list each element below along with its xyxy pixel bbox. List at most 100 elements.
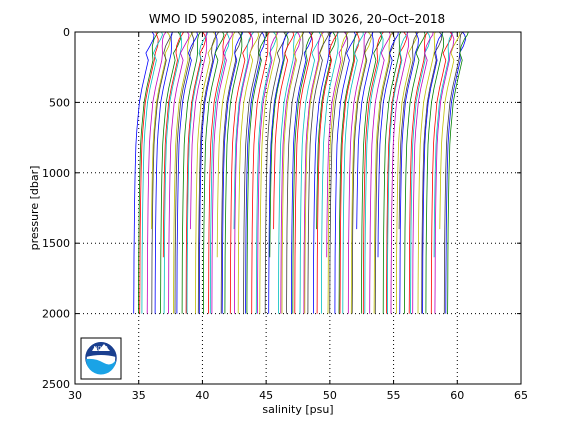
profile-line xyxy=(280,31,301,314)
profile-line xyxy=(390,31,409,314)
profile-line xyxy=(133,31,155,314)
profile-line xyxy=(216,31,236,258)
profile-line xyxy=(417,31,436,314)
profile-line xyxy=(425,31,445,314)
profile-line xyxy=(237,31,260,314)
x-tick-label: 30 xyxy=(68,389,82,402)
svg-text:NOAA: NOAA xyxy=(94,346,109,352)
profile-line xyxy=(273,31,295,230)
profile-line xyxy=(433,31,454,258)
profile-line xyxy=(195,31,216,314)
y-tick-label: 500 xyxy=(49,96,70,109)
profile-line xyxy=(151,31,171,230)
profile-line xyxy=(264,31,286,314)
profile-line xyxy=(233,31,254,314)
profile-line xyxy=(338,31,359,314)
profile-line xyxy=(329,31,349,314)
profile-line xyxy=(176,31,198,314)
profile-line xyxy=(141,31,163,314)
profile-line xyxy=(281,31,303,314)
profile-line xyxy=(168,31,190,314)
profile-line xyxy=(364,31,384,314)
profile-line xyxy=(307,31,329,314)
profile-line xyxy=(181,31,201,314)
profile-line xyxy=(342,31,364,314)
profile-line xyxy=(292,31,314,314)
profile-line xyxy=(162,31,184,258)
y-tick-label: 2500 xyxy=(42,378,70,391)
profile-line xyxy=(360,31,383,314)
noaa-logo: NOAA xyxy=(80,337,122,380)
profile-line xyxy=(174,31,195,314)
profile-line xyxy=(197,31,220,314)
x-tick-label: 40 xyxy=(195,389,209,402)
x-tick-label: 45 xyxy=(259,389,273,402)
profile-line xyxy=(138,31,159,314)
profile-line xyxy=(208,31,229,314)
profile-line xyxy=(350,31,372,314)
profile-line xyxy=(286,31,305,314)
profile-line xyxy=(447,31,469,314)
profile-line xyxy=(221,31,244,314)
profile-line xyxy=(299,31,322,314)
profile-line xyxy=(246,31,268,314)
profile-line xyxy=(316,31,339,314)
profile-line xyxy=(404,31,426,314)
profile-line xyxy=(224,31,243,314)
profile-line xyxy=(245,31,266,314)
profile-line xyxy=(233,31,255,230)
profile-line xyxy=(373,31,394,314)
profile-line xyxy=(356,31,374,230)
profile-line xyxy=(185,31,207,314)
profile-line xyxy=(243,31,263,314)
profile-line xyxy=(220,31,242,314)
profile-line xyxy=(386,31,407,314)
profile-line xyxy=(154,31,173,314)
y-tick-label: 0 xyxy=(63,26,70,39)
x-tick-label: 50 xyxy=(323,389,337,402)
profile-line xyxy=(173,31,194,314)
profile-line xyxy=(257,31,279,314)
profile-line xyxy=(327,31,349,314)
profile-line xyxy=(374,31,396,314)
profile-line xyxy=(303,31,324,314)
profile-line xyxy=(294,32,313,314)
profile-line xyxy=(269,31,289,258)
x-tick-label: 55 xyxy=(387,389,401,402)
profile-line xyxy=(386,31,409,314)
profile-line xyxy=(320,31,339,314)
y-tick-label: 1500 xyxy=(42,237,70,250)
profile-line xyxy=(326,31,347,258)
profile-line xyxy=(198,31,218,314)
profile-line xyxy=(278,31,298,314)
profile-line xyxy=(351,31,374,314)
plot-area-frame xyxy=(74,31,522,385)
profile-line xyxy=(408,31,429,314)
profile-line xyxy=(347,31,367,314)
profile-line xyxy=(334,31,356,314)
profile-line xyxy=(146,31,167,314)
x-tick-label: 60 xyxy=(450,389,464,402)
profile-line xyxy=(186,31,208,314)
y-axis-label: pressure [dbar] xyxy=(28,166,41,251)
profile-line xyxy=(399,31,419,314)
profile-line xyxy=(255,31,277,314)
profile-line xyxy=(430,31,453,314)
x-tick-label: 35 xyxy=(132,389,146,402)
profile-line xyxy=(434,31,455,314)
profile-line xyxy=(151,31,173,314)
profile-line xyxy=(209,31,230,314)
profile-line xyxy=(445,31,467,314)
profile-line xyxy=(316,31,337,230)
axis-ticks: 30 35 40 45 50 55 60 65 0 500 1000 1500 2000 2500 xyxy=(42,26,528,402)
profile-line xyxy=(268,31,290,314)
profile-line xyxy=(190,31,208,230)
profile-line xyxy=(259,31,278,314)
profile-line xyxy=(339,31,360,314)
profile-line xyxy=(251,31,270,314)
x-tick-label: 65 xyxy=(514,389,528,402)
profile-line xyxy=(160,31,181,314)
profile-line xyxy=(382,31,402,314)
profile-line xyxy=(211,31,233,314)
